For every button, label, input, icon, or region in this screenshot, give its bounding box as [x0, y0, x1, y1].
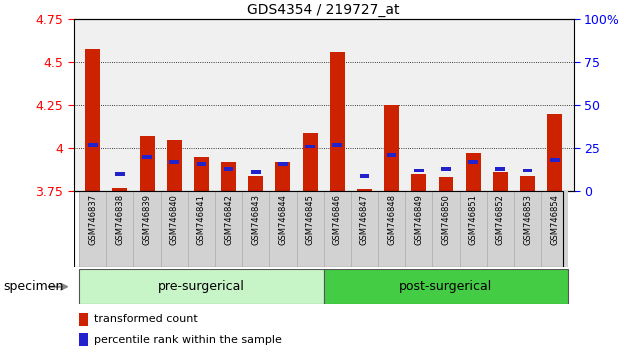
Text: GSM746849: GSM746849 — [414, 194, 423, 245]
Text: GSM746845: GSM746845 — [306, 194, 315, 245]
Bar — [133, 191, 161, 267]
Bar — [465, 153, 481, 191]
Bar — [387, 153, 397, 157]
Bar — [297, 191, 324, 267]
Bar — [351, 191, 378, 267]
Bar — [460, 191, 487, 267]
Bar — [550, 158, 560, 162]
Text: transformed count: transformed count — [94, 314, 197, 325]
Text: GSM746847: GSM746847 — [360, 194, 369, 245]
Bar — [242, 191, 269, 267]
Bar — [276, 162, 290, 191]
Bar — [85, 48, 100, 191]
Bar — [495, 167, 505, 171]
Bar — [140, 136, 154, 191]
Bar — [541, 191, 569, 267]
Bar — [405, 191, 433, 267]
Text: percentile rank within the sample: percentile rank within the sample — [94, 335, 281, 345]
Text: post-surgerical: post-surgerical — [399, 280, 492, 293]
Bar — [88, 143, 97, 147]
Text: GSM746854: GSM746854 — [550, 194, 559, 245]
Text: GSM746841: GSM746841 — [197, 194, 206, 245]
Bar — [142, 155, 152, 159]
Bar — [79, 333, 88, 346]
Bar — [112, 188, 128, 191]
Bar — [161, 191, 188, 267]
Bar — [197, 162, 206, 166]
Bar — [169, 160, 179, 164]
Bar — [493, 172, 508, 191]
Bar — [115, 172, 125, 176]
Text: GSM746837: GSM746837 — [88, 194, 97, 245]
Text: GSM746838: GSM746838 — [115, 194, 124, 245]
Text: GSM746843: GSM746843 — [251, 194, 260, 245]
Bar — [79, 191, 106, 267]
Bar — [547, 114, 562, 191]
Bar — [433, 191, 460, 267]
Bar — [414, 169, 424, 172]
Bar — [412, 174, 426, 191]
Bar — [357, 189, 372, 191]
Text: specimen: specimen — [3, 280, 63, 293]
Text: GSM746850: GSM746850 — [442, 194, 451, 245]
Text: GSM746848: GSM746848 — [387, 194, 396, 245]
Bar — [441, 167, 451, 171]
Bar — [79, 269, 324, 304]
Bar — [278, 162, 288, 166]
Bar — [224, 167, 233, 171]
Bar — [438, 177, 453, 191]
Bar — [514, 191, 541, 267]
Bar — [469, 160, 478, 164]
Bar — [221, 162, 236, 191]
Bar — [487, 191, 514, 267]
Bar — [269, 191, 297, 267]
Text: GSM746853: GSM746853 — [523, 194, 532, 245]
Text: GSM746842: GSM746842 — [224, 194, 233, 245]
Text: GSM746840: GSM746840 — [170, 194, 179, 245]
Text: pre-surgerical: pre-surgerical — [158, 280, 245, 293]
Text: GSM746844: GSM746844 — [278, 194, 287, 245]
Bar — [378, 191, 405, 267]
Bar — [520, 176, 535, 191]
Bar — [79, 313, 88, 326]
Bar — [330, 52, 345, 191]
Text: GSM746852: GSM746852 — [496, 194, 505, 245]
Bar — [215, 191, 242, 267]
Bar — [324, 191, 351, 267]
Bar — [248, 176, 263, 191]
Bar — [360, 174, 369, 178]
Bar — [106, 191, 133, 267]
Text: GSM746846: GSM746846 — [333, 194, 342, 245]
Bar — [194, 157, 209, 191]
Bar — [333, 143, 342, 147]
Text: GSM746851: GSM746851 — [469, 194, 478, 245]
Text: GSM746839: GSM746839 — [142, 194, 151, 245]
Bar — [303, 133, 317, 191]
Bar — [522, 169, 533, 172]
Title: GDS4354 / 219727_at: GDS4354 / 219727_at — [247, 3, 400, 17]
Bar — [384, 105, 399, 191]
Bar — [251, 170, 261, 174]
Bar — [188, 191, 215, 267]
Bar — [167, 139, 182, 191]
Bar — [305, 145, 315, 148]
Bar — [324, 269, 569, 304]
